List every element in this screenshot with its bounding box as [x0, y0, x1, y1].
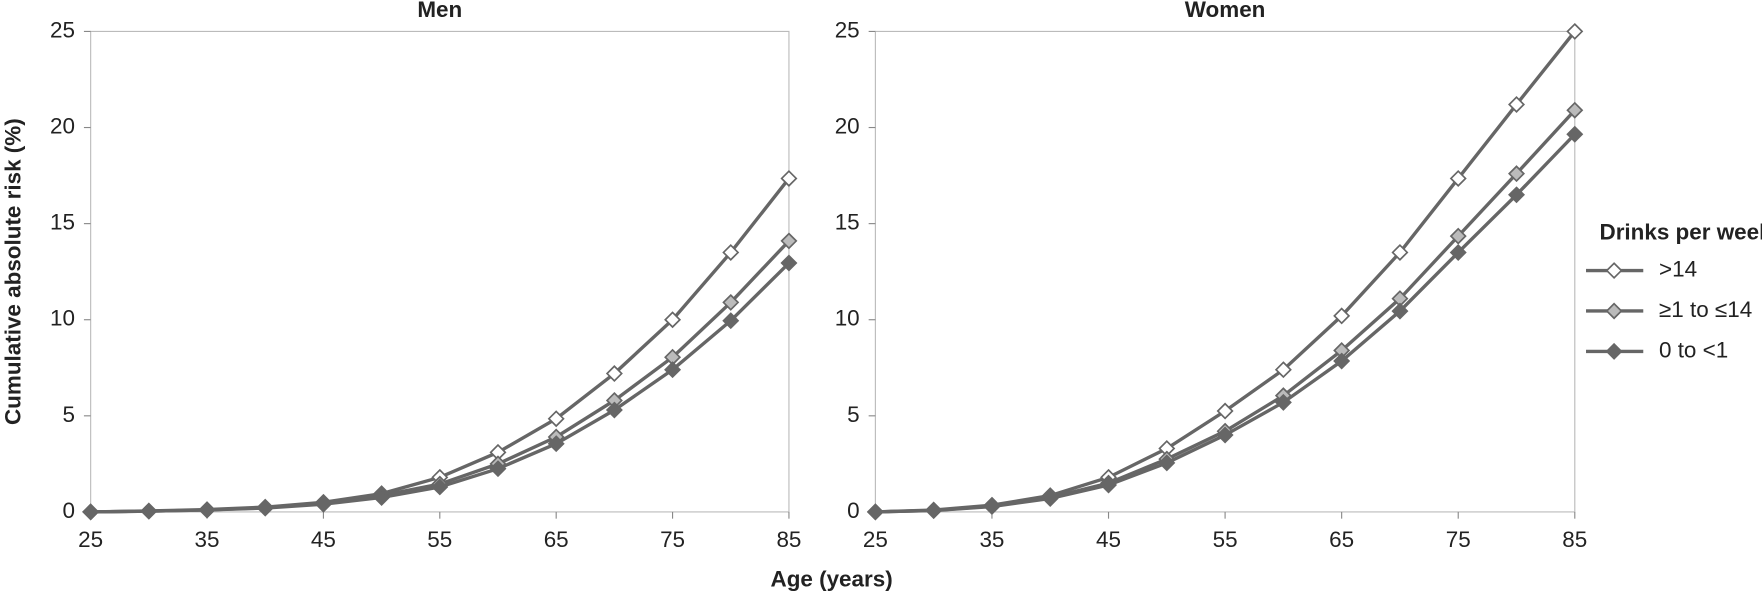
- y-tick-label: 20: [50, 113, 75, 138]
- marker: [1333, 307, 1351, 325]
- series-line: [875, 133, 1577, 514]
- marker: [722, 293, 740, 311]
- marker: [780, 169, 798, 187]
- marker: [1041, 489, 1059, 507]
- marker: [664, 311, 682, 329]
- x-tick-label: 45: [1096, 527, 1121, 552]
- x-tick-label: 25: [78, 527, 103, 552]
- marker: [722, 312, 740, 330]
- marker: [1216, 402, 1234, 420]
- x-axis-label: Age (years): [770, 566, 892, 591]
- chart-title: Women: [1185, 0, 1266, 22]
- x-tick-label: 85: [776, 527, 801, 552]
- marker: [605, 401, 623, 419]
- marker: [1391, 302, 1409, 320]
- x-tick-label: 45: [311, 527, 336, 552]
- marker: [140, 502, 158, 520]
- marker: [1274, 393, 1292, 411]
- x-tick-label: 35: [979, 527, 1004, 552]
- legend-title: Drinks per week: [1599, 219, 1762, 244]
- legend-label: 0 to <1: [1659, 337, 1728, 362]
- x-tick-label: 25: [863, 527, 888, 552]
- x-tick-label: 35: [195, 527, 220, 552]
- marker: [547, 435, 565, 453]
- plot-frame: [90, 30, 790, 513]
- marker: [1508, 186, 1525, 204]
- legend-marker: [1605, 302, 1623, 320]
- y-tick-label: 20: [835, 113, 860, 138]
- x-tick-label: 55: [427, 527, 452, 552]
- marker: [489, 460, 507, 478]
- marker: [1508, 95, 1525, 113]
- x-tick-label: 85: [1562, 527, 1587, 552]
- marker: [1216, 426, 1234, 444]
- x-tick-label: 75: [660, 527, 685, 552]
- marker: [1508, 165, 1525, 183]
- marker: [983, 498, 1001, 516]
- marker: [780, 254, 798, 272]
- marker: [605, 365, 623, 383]
- series-line: [875, 109, 1577, 514]
- marker: [1449, 169, 1467, 187]
- marker: [1333, 352, 1351, 370]
- y-tick-label: 10: [835, 306, 860, 331]
- legend-marker: [1605, 262, 1623, 280]
- marker: [664, 361, 682, 379]
- legend-label: >14: [1659, 256, 1697, 281]
- marker: [780, 232, 798, 250]
- y-axis-label: Cumulative absolute risk (%): [0, 118, 25, 425]
- marker: [1449, 243, 1467, 261]
- marker: [1274, 361, 1292, 379]
- marker: [431, 478, 449, 496]
- x-tick-label: 65: [544, 527, 569, 552]
- legend-label: ≥1 to ≤14: [1659, 297, 1752, 322]
- y-tick-label: 25: [50, 17, 75, 42]
- marker: [722, 243, 740, 261]
- y-tick-label: 10: [50, 306, 75, 331]
- marker: [547, 410, 565, 428]
- marker: [1449, 227, 1467, 245]
- marker: [1566, 125, 1584, 143]
- y-tick-label: 0: [62, 498, 74, 523]
- x-tick-label: 75: [1446, 527, 1471, 552]
- marker: [1566, 101, 1584, 119]
- y-tick-label: 25: [835, 17, 860, 42]
- marker: [1100, 476, 1118, 494]
- x-tick-label: 65: [1329, 527, 1354, 552]
- y-tick-label: 15: [835, 210, 860, 235]
- x-tick-label: 55: [1213, 527, 1238, 552]
- marker: [925, 502, 943, 520]
- y-tick-label: 5: [62, 402, 74, 427]
- marker: [82, 503, 100, 521]
- legend-marker: [1605, 342, 1623, 360]
- marker: [1158, 454, 1176, 472]
- y-tick-label: 15: [50, 210, 75, 235]
- y-tick-label: 5: [847, 402, 859, 427]
- marker: [1566, 22, 1584, 40]
- marker: [1391, 243, 1409, 261]
- marker: [866, 503, 884, 521]
- y-tick-label: 0: [847, 498, 859, 523]
- chart-title: Men: [417, 0, 462, 22]
- marker: [314, 495, 332, 513]
- marker: [256, 499, 274, 517]
- marker: [198, 501, 216, 519]
- marker: [373, 489, 391, 506]
